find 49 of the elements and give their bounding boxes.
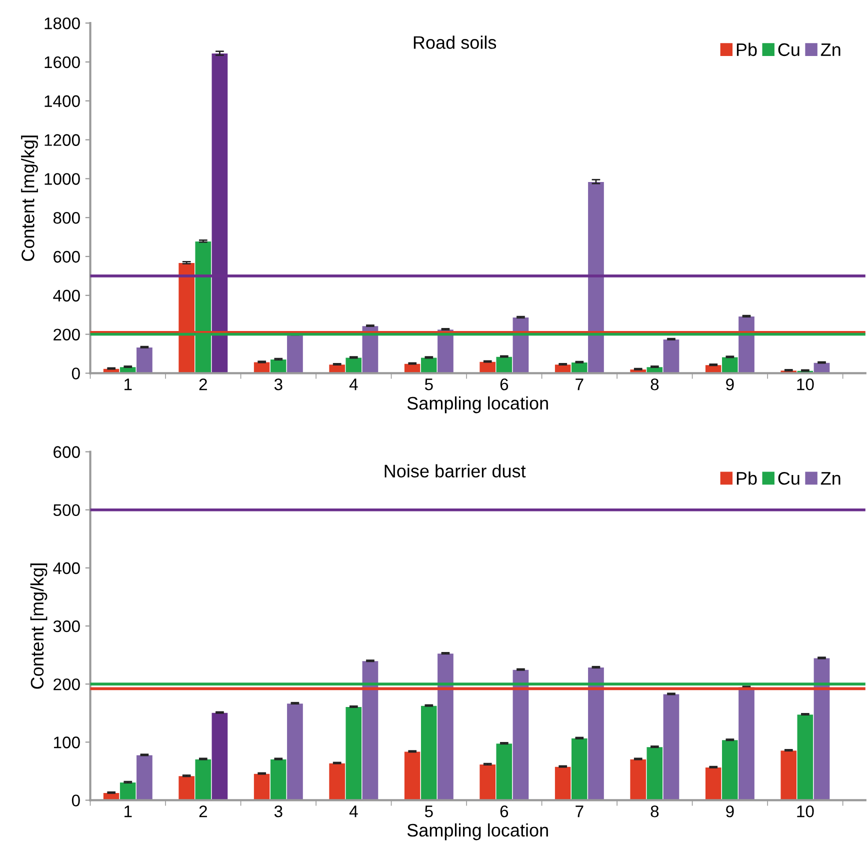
y-tick-label: 100 [54,736,80,748]
x-axis-title: Sampling location [407,823,548,840]
text: Noise barrier dust [384,464,526,478]
y-tick-label: 1200 [44,134,80,146]
y-tick-label: 1000 [44,173,80,185]
x-tick-label: 3 [274,806,282,818]
y-axis-title: Content [mg/kg] [21,136,38,261]
x-tick-label: 5 [424,806,433,818]
legend-label: Cu [778,43,800,56]
legend-label: Pb [736,472,757,485]
legend-label: Cu [778,472,800,485]
x-tick-label: 6 [500,806,508,818]
x-tick-label: 1 [124,378,132,390]
y-tick-label: 1400 [44,95,80,108]
y-tick-label: 600 [54,446,80,458]
y-tick-label: 0 [72,794,80,806]
y-tick-label: 600 [54,250,80,263]
x-tick-label: 9 [726,378,734,390]
y-tick-label: 500 [53,504,80,516]
y-tick-label: 400 [53,290,80,302]
x-tick-label: 6 [500,378,508,390]
legend-label: Pb [736,42,757,56]
legend-label: Zn [820,472,840,485]
y-tick-label: 800 [53,212,80,224]
legend-label: Zn [820,43,840,56]
x-tick-label: 10 [797,378,814,390]
x-tick-label: 8 [650,378,659,390]
y-tick-label: 200 [54,328,80,340]
x-tick-label: 7 [576,806,584,818]
x-tick-label: 2 [199,806,207,818]
y-axis-title: Content [mg/kg] [30,564,48,689]
x-tick-label: 1 [124,806,132,818]
y-tick-label: 300 [53,620,80,632]
x-tick-label: 5 [424,378,433,390]
x-tick-label: 8 [650,806,659,818]
y-tick-label: 200 [54,678,80,690]
y-tick-label: 1800 [44,17,80,30]
x-tick-label: 9 [726,806,734,818]
x-tick-label: 7 [576,378,584,390]
x-tick-label: 4 [349,378,358,390]
y-tick-label: 400 [53,562,80,574]
y-tick-label: 1600 [44,56,80,68]
text: Road soils [414,36,496,49]
x-tick-label: 10 [797,806,814,818]
y-tick-label: 0 [72,368,80,380]
x-tick-label: 3 [274,378,282,390]
x-tick-label: 2 [199,378,207,390]
x-axis-title: Sampling location [407,396,548,414]
x-tick-label: 4 [349,806,358,818]
